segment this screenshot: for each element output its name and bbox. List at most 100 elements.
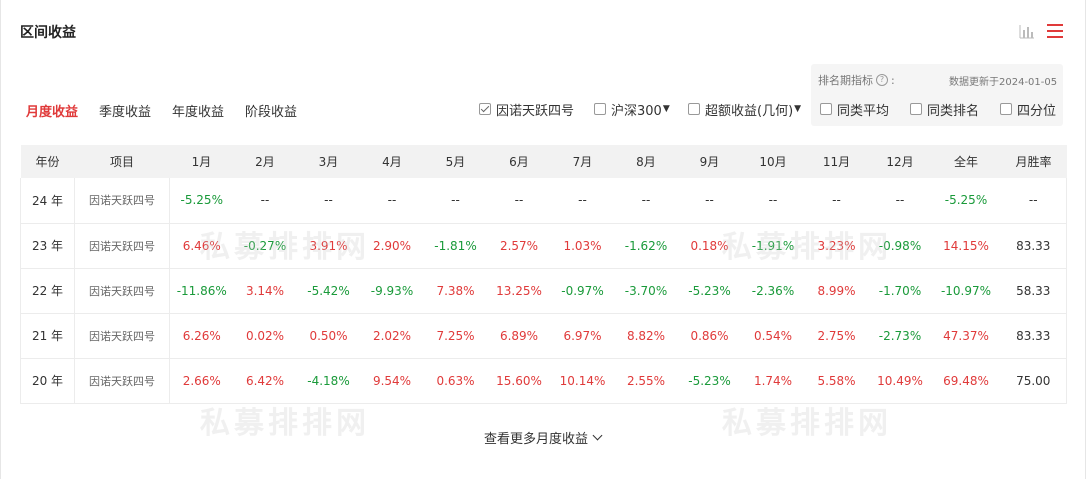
rank-indicator-label: 排名期指标 ? :	[818, 72, 895, 88]
checkbox-fund[interactable]: 因诺天跃四号	[479, 100, 575, 119]
return-cell: 0.02%	[233, 313, 297, 359]
return-cell: -2.36%	[741, 268, 805, 314]
return-cell: 1.03%	[550, 223, 615, 269]
table-row: 22 年因诺天跃四号 -11.86% 3.14% -5.42% -9.93% 7.38% 1…	[20, 268, 1067, 314]
list-icon[interactable]	[1047, 24, 1063, 39]
return-cell: -9.93%	[360, 268, 424, 314]
checkbox-fund-label: 因诺天跃四号	[496, 103, 575, 119]
column-header: 1月	[169, 145, 234, 178]
return-cell: -4.18%	[296, 358, 361, 404]
column-header: 2月	[233, 145, 297, 178]
checkbox-quartile[interactable]: 四分位	[1000, 100, 1056, 119]
column-header: 9月	[677, 145, 742, 178]
return-cell: -0.97%	[550, 268, 615, 314]
return-cell: --	[296, 178, 361, 224]
return-cell: 10.49%	[868, 358, 932, 404]
tab-monthly[interactable]: 月度收益	[26, 105, 79, 120]
win-rate-cell: --	[1000, 178, 1067, 224]
table-row: 20 年因诺天跃四号 2.66% 6.42% -4.18% 9.54% 0.63% 15.6…	[20, 358, 1067, 404]
return-cell: 2.57%	[487, 223, 551, 269]
question-icon[interactable]: ?	[876, 74, 888, 86]
table-body: 24 年因诺天跃四号 -5.25% -- -- -- -- -- -- -- -- -- -- -- -5…	[20, 178, 1067, 404]
checkbox-hs300[interactable]: 沪深300 ▼	[594, 100, 670, 119]
return-cell: --	[550, 178, 615, 224]
table-row: 23 年因诺天跃四号 6.46% -0.27% 3.91% 2.90% -1.81% 2.5…	[20, 223, 1067, 269]
return-cell: 6.26%	[169, 313, 234, 359]
return-cell: 7.38%	[423, 268, 488, 314]
checkbox-icon[interactable]	[820, 103, 832, 115]
section-title: 区间收益	[20, 25, 76, 41]
tab-stage[interactable]: 阶段收益	[245, 105, 298, 120]
view-more-link[interactable]: 查看更多月度收益	[484, 428, 603, 447]
return-cell: 6.89%	[487, 313, 551, 359]
win-rate-cell: 83.33	[1000, 223, 1067, 269]
return-cell: -0.27%	[233, 223, 297, 269]
return-cell: --	[804, 178, 869, 224]
return-cell: 13.25%	[487, 268, 551, 314]
return-cell: -1.62%	[614, 223, 678, 269]
rank-indicator-text: 排名期指标	[818, 74, 873, 87]
return-cell: 6.46%	[169, 223, 234, 269]
bar-chart-icon[interactable]	[1019, 24, 1035, 39]
return-cell: -5.42%	[296, 268, 361, 314]
checkbox-icon[interactable]	[688, 103, 700, 115]
monthly-returns-table: 年份 项目 1月 2月 3月 4月 5月 6月 7月 8月 9月 10月 11月 12月 全年 月胜率 24 …	[20, 145, 1067, 404]
column-header: 全年	[931, 145, 1001, 178]
year-cell: 20 年	[20, 358, 75, 404]
checkbox-icon[interactable]	[1000, 103, 1012, 115]
return-cell: --	[677, 178, 742, 224]
year-cell: 22 年	[20, 268, 75, 314]
return-cell: 6.42%	[233, 358, 297, 404]
return-cell: 15.60%	[487, 358, 551, 404]
table-row: 24 年因诺天跃四号 -5.25% -- -- -- -- -- -- -- -- -- -- -- -5…	[20, 178, 1067, 224]
item-cell: 因诺天跃四号	[74, 313, 170, 359]
dropdown-caret-icon[interactable]: ▼	[662, 104, 670, 114]
return-cell: -5.23%	[677, 358, 742, 404]
rank-colon: :	[891, 73, 895, 87]
checkbox-excess[interactable]: 超额收益(几何) ▼	[688, 100, 802, 119]
return-cell: -11.86%	[169, 268, 234, 314]
return-cell: 2.75%	[804, 313, 869, 359]
return-cell: 10.14%	[550, 358, 615, 404]
column-header: 项目	[74, 145, 170, 178]
return-cell: -1.81%	[423, 223, 488, 269]
dropdown-caret-icon[interactable]: ▼	[794, 104, 802, 114]
return-cell: -5.25%	[169, 178, 234, 224]
item-cell: 因诺天跃四号	[74, 223, 170, 269]
column-header: 4月	[360, 145, 424, 178]
item-cell: 因诺天跃四号	[74, 178, 170, 224]
column-header: 3月	[296, 145, 361, 178]
return-cell: 2.02%	[360, 313, 424, 359]
chevron-down-icon	[592, 430, 603, 441]
win-rate-cell: 75.00	[1000, 358, 1067, 404]
return-cell: 8.99%	[804, 268, 869, 314]
tab-yearly[interactable]: 年度收益	[172, 105, 225, 120]
return-cell: --	[233, 178, 297, 224]
checkbox-peer-avg[interactable]: 同类平均	[820, 100, 890, 119]
return-cell: 2.90%	[360, 223, 424, 269]
checkbox-icon[interactable]	[910, 103, 922, 115]
return-cell: 3.23%	[804, 223, 869, 269]
checkbox-hs300-label: 沪深300	[611, 103, 662, 119]
checkbox-peer-rank-label: 同类排名	[927, 103, 980, 119]
return-cell: 7.25%	[423, 313, 488, 359]
year-cell: 21 年	[20, 313, 75, 359]
checkbox-peer-rank[interactable]: 同类排名	[910, 100, 980, 119]
return-cell: 3.91%	[296, 223, 361, 269]
return-cell: --	[487, 178, 551, 224]
checkbox-icon[interactable]	[594, 103, 606, 115]
return-cell: -1.70%	[868, 268, 932, 314]
column-header: 11月	[804, 145, 869, 178]
return-cell: 0.50%	[296, 313, 361, 359]
return-cell: 8.82%	[614, 313, 678, 359]
return-cell: -3.70%	[614, 268, 678, 314]
column-header: 8月	[614, 145, 678, 178]
return-cell: --	[868, 178, 932, 224]
checkbox-checked-icon[interactable]	[479, 103, 491, 115]
return-cell: 9.54%	[360, 358, 424, 404]
win-rate-cell: 83.33	[1000, 313, 1067, 359]
checkbox-peer-avg-label: 同类平均	[837, 103, 890, 119]
year-cell: 24 年	[20, 178, 75, 224]
update-date: 数据更新于2024-01-05	[949, 77, 1058, 88]
tab-quarterly[interactable]: 季度收益	[99, 105, 152, 120]
